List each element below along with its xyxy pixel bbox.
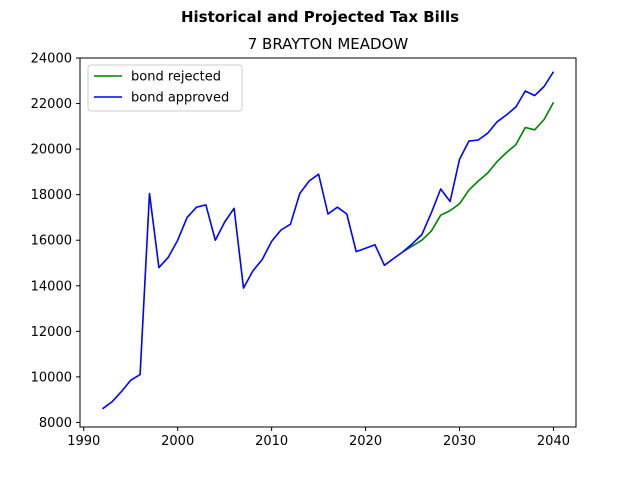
x-axis: 1990 2000 2010 2020 2030 2040 [67,427,570,449]
chart-title: 7 BRAYTON MEADOW [248,35,409,53]
y-tick-label: 16000 [31,234,72,249]
x-tick-label: 2020 [349,434,382,449]
y-tick-label: 22000 [31,97,72,112]
legend-label: bond rejected [131,70,221,85]
x-tick-label: 1990 [67,434,100,449]
x-tick-label: 2040 [537,434,570,449]
x-tick-label: 2030 [443,434,476,449]
legend-label: bond approved [131,91,229,106]
legend-box [87,64,243,112]
chart-suptitle: Historical and Projected Tax Bills [181,8,459,26]
series-line-bond-rejected [402,102,555,253]
y-tick-label: 20000 [31,143,72,158]
y-tick-label: 8000 [39,416,72,431]
plot-area-frame [79,57,577,428]
legend: bond rejected bond approved [87,64,243,112]
y-tick-label: 24000 [31,52,72,67]
y-tick-label: 12000 [31,325,72,340]
series-line-bond-approved [102,71,555,410]
y-tick-label: 18000 [31,188,72,203]
y-axis: 8000 10000 12000 14000 16000 18000 20000 22000 2… [31,52,80,431]
x-tick-label: 2010 [255,434,288,449]
y-tick-label: 10000 [31,370,72,385]
series-layer [102,71,555,410]
x-tick-label: 2000 [161,434,194,449]
y-tick-label: 14000 [31,279,72,294]
